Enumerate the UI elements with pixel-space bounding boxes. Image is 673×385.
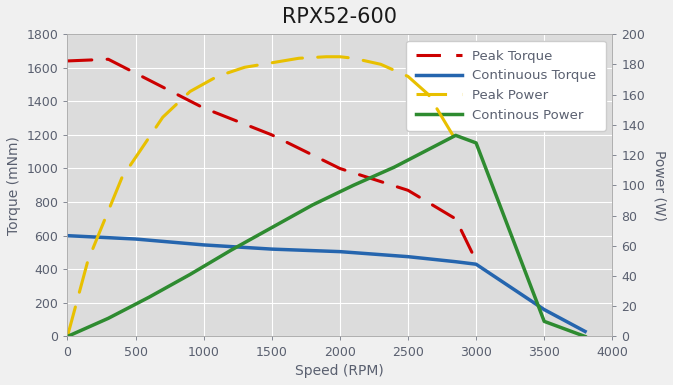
Peak Torque <box>452 216 460 221</box>
Peak Power <box>240 65 248 70</box>
Line: Continuous Torque: Continuous Torque <box>67 236 585 331</box>
Peak Power <box>268 60 276 65</box>
Continuous Torque <box>336 249 344 254</box>
Continous Power <box>390 165 398 169</box>
Continuous Torque <box>540 307 548 312</box>
Line: Peak Power: Peak Power <box>67 57 456 336</box>
Peak Torque <box>336 166 344 171</box>
Continous Power <box>63 334 71 339</box>
Continuous Torque <box>452 259 460 264</box>
Continuous Torque <box>404 254 412 259</box>
Continous Power <box>104 316 112 321</box>
Peak Torque <box>104 57 112 62</box>
Y-axis label: Torque (mNm): Torque (mNm) <box>7 136 21 235</box>
Peak Power <box>322 54 330 59</box>
Continous Power <box>472 141 480 145</box>
Peak Power <box>63 334 71 339</box>
Continous Power <box>540 319 548 324</box>
Line: Peak Torque: Peak Torque <box>67 59 476 261</box>
Peak Power <box>84 259 92 263</box>
Title: RPX52-600: RPX52-600 <box>283 7 397 27</box>
Continous Power <box>145 295 153 300</box>
Peak Power <box>425 92 433 97</box>
Peak Torque <box>472 259 480 263</box>
Continuous Torque <box>268 247 276 251</box>
Peak Power <box>452 137 460 142</box>
Continous Power <box>349 183 357 187</box>
Peak Torque <box>404 188 412 192</box>
Peak Power <box>159 115 167 119</box>
Peak Power <box>404 74 412 79</box>
X-axis label: Speed (RPM): Speed (RPM) <box>295 364 384 378</box>
Peak Torque <box>63 59 71 63</box>
Continuous Torque <box>131 237 139 241</box>
Peak Torque <box>268 132 276 137</box>
Continuous Torque <box>581 329 589 334</box>
Peak Torque <box>200 105 208 110</box>
Peak Power <box>295 56 303 60</box>
Peak Power <box>336 54 344 59</box>
Continuous Torque <box>63 233 71 238</box>
Continous Power <box>309 203 317 207</box>
Continuous Torque <box>472 262 480 266</box>
Continous Power <box>186 272 194 277</box>
Continous Power <box>227 248 235 253</box>
Peak Power <box>186 89 194 94</box>
Continous Power <box>268 225 276 230</box>
Peak Power <box>118 176 126 180</box>
Continous Power <box>581 334 589 339</box>
Peak Power <box>213 74 221 79</box>
Y-axis label: Power (W): Power (W) <box>652 150 666 221</box>
Peak Power <box>349 56 357 60</box>
Legend: Peak Torque, Continuous Torque, Peak Power, Continous Power: Peak Torque, Continuous Torque, Peak Pow… <box>406 41 606 131</box>
Peak Power <box>377 62 385 67</box>
Continous Power <box>452 133 460 138</box>
Continuous Torque <box>200 243 208 247</box>
Line: Continous Power: Continous Power <box>67 136 585 336</box>
